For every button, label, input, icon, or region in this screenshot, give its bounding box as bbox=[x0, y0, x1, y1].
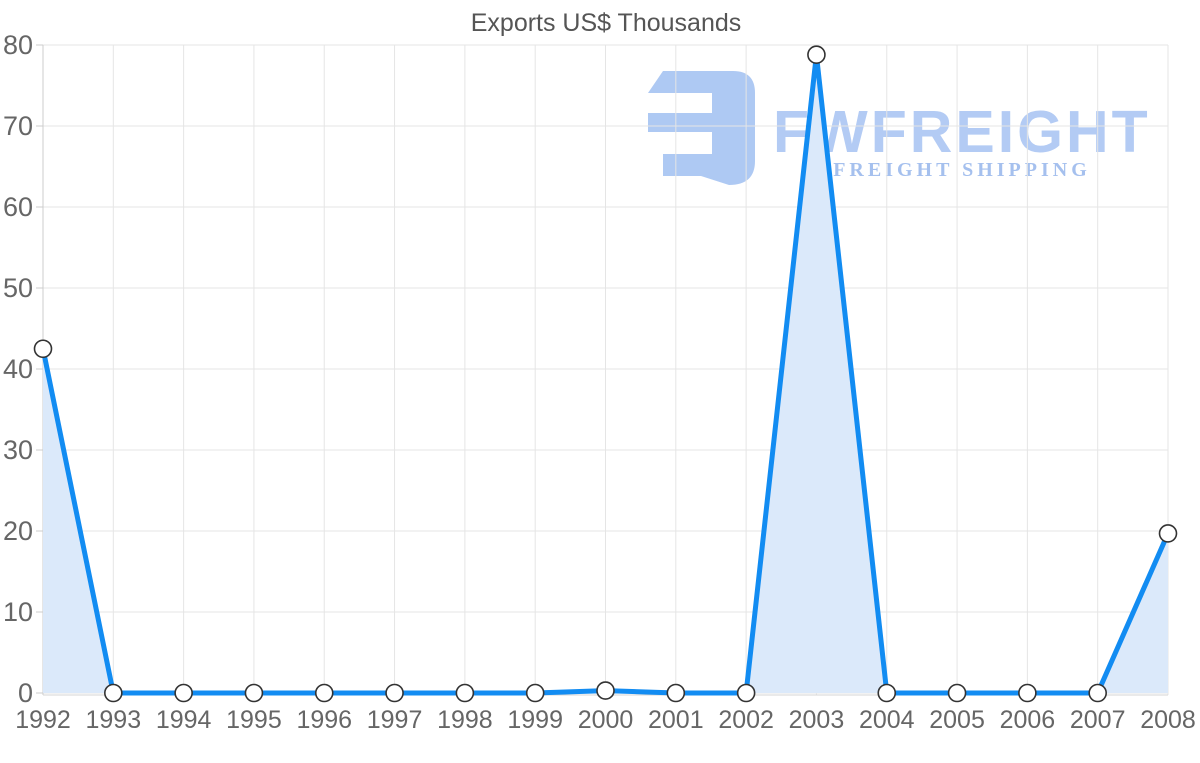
data-point-2006[interactable] bbox=[1018, 683, 1037, 703]
x-tick-label-2004: 2004 bbox=[859, 706, 915, 734]
y-tick-label-40: 40 bbox=[3, 354, 33, 384]
data-point-1992[interactable] bbox=[33, 339, 53, 359]
x-tick-label-2006: 2006 bbox=[1000, 706, 1056, 734]
x-tick-label-2001: 2001 bbox=[648, 706, 704, 734]
exports-series bbox=[33, 45, 1178, 703]
x-tick-label-1993: 1993 bbox=[86, 706, 142, 734]
data-point-2005[interactable] bbox=[947, 683, 967, 703]
x-tick-label-2007: 2007 bbox=[1070, 706, 1126, 734]
y-tick-label-70: 70 bbox=[3, 111, 33, 141]
y-tick-label-0: 0 bbox=[18, 678, 33, 708]
x-tick-label-2002: 2002 bbox=[718, 706, 774, 734]
y-tick-label-30: 30 bbox=[3, 435, 33, 465]
data-point-1998[interactable] bbox=[455, 683, 475, 703]
x-tick-label-1996: 1996 bbox=[296, 706, 352, 734]
x-tick-label-2005: 2005 bbox=[929, 706, 985, 734]
watermark-tagline-text: FREIGHT SHIPPING bbox=[833, 159, 1091, 181]
x-tick-label-1995: 1995 bbox=[226, 706, 282, 734]
y-tick-label-50: 50 bbox=[3, 273, 33, 303]
y-tick-label-20: 20 bbox=[3, 516, 33, 546]
data-point-1995[interactable] bbox=[244, 683, 264, 703]
data-point-2007[interactable] bbox=[1088, 683, 1107, 703]
y-tick-label-80: 80 bbox=[3, 30, 33, 60]
x-tick-label-1992: 1992 bbox=[15, 706, 71, 734]
fwfreight-logo-icon bbox=[648, 71, 755, 185]
data-point-1993[interactable] bbox=[104, 683, 123, 703]
y-tick-label-60: 60 bbox=[3, 192, 33, 222]
x-tick-label-1997: 1997 bbox=[367, 706, 423, 734]
x-tick-label-2000: 2000 bbox=[578, 706, 634, 734]
x-tick-label-2003: 2003 bbox=[789, 706, 845, 734]
x-tick-label-1999: 1999 bbox=[507, 706, 563, 734]
data-point-2003[interactable] bbox=[807, 45, 826, 65]
fwfreight-watermark: FWFREIGHT FREIGHT SHIPPING bbox=[648, 71, 1151, 185]
data-point-1996[interactable] bbox=[314, 683, 334, 703]
data-point-1999[interactable] bbox=[525, 683, 545, 703]
chart-title: Exports US$ Thousands bbox=[471, 9, 742, 37]
x-tick-label-1994: 1994 bbox=[156, 706, 212, 734]
data-point-2000[interactable] bbox=[596, 681, 615, 700]
data-point-2008[interactable] bbox=[1158, 524, 1178, 543]
watermark-brand-text: FWFREIGHT bbox=[773, 99, 1151, 165]
data-point-2004[interactable] bbox=[877, 683, 897, 703]
y-tick-label-10: 10 bbox=[3, 597, 33, 627]
data-point-1994[interactable] bbox=[174, 683, 193, 703]
x-tick-label-2008: 2008 bbox=[1140, 706, 1196, 734]
axis-labels: 0 10 20 30 40 50 60 70 80 1992 1993 1994 1995 1996 199… bbox=[3, 30, 1196, 734]
data-point-2001[interactable] bbox=[666, 683, 686, 703]
x-tick-label-1998: 1998 bbox=[437, 706, 493, 734]
data-point-1997[interactable] bbox=[385, 683, 404, 703]
data-point-2002[interactable] bbox=[736, 683, 756, 703]
